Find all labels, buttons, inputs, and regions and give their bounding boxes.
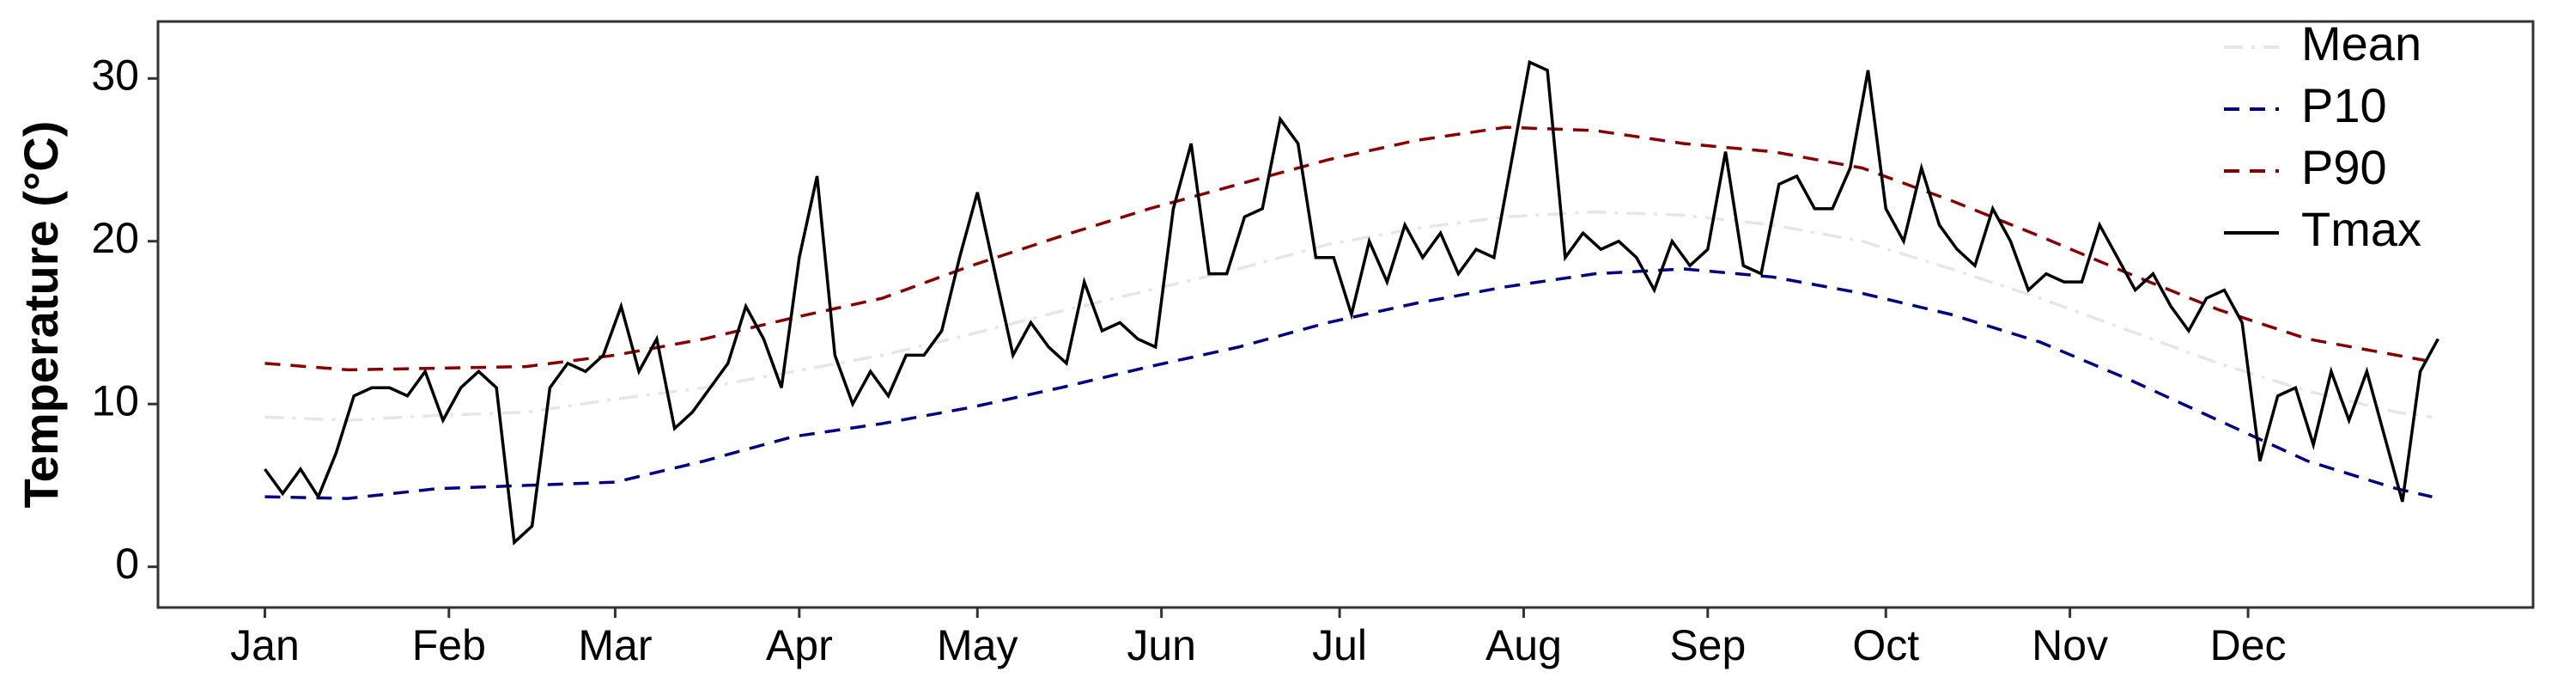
series-line [264,59,2439,546]
x-tick-label: Mar [578,621,652,669]
y-tick-label: 30 [91,52,139,100]
x-tick-label: Dec [2210,621,2287,669]
y-axis-label: Temperature (°C) [14,121,68,509]
x-tick-label: Jul [1312,621,1367,669]
y-tick-label: 0 [115,540,139,588]
legend-label: P90 [2301,140,2387,194]
series-line [264,125,2433,372]
y-tick-label: 20 [91,214,139,262]
x-tick-label: May [937,621,1018,669]
x-tick-label: Jun [1127,621,1196,669]
x-tick-label: Sep [1669,621,1746,669]
series-line [264,210,2433,422]
y-tick-label: 10 [91,376,139,424]
legend-label: Tmax [2301,202,2421,256]
series-line [264,267,2433,500]
legend-label: Mean [2301,16,2421,70]
plot-border [156,20,2535,609]
legend-label: P10 [2301,78,2387,132]
x-tick-label: Nov [2032,621,2108,669]
x-tick-label: Apr [766,621,833,669]
x-tick-label: Feb [412,621,486,669]
x-tick-label: Aug [1485,621,1562,669]
x-tick-label: Jan [230,621,300,669]
x-tick-label: Oct [1852,621,1919,669]
